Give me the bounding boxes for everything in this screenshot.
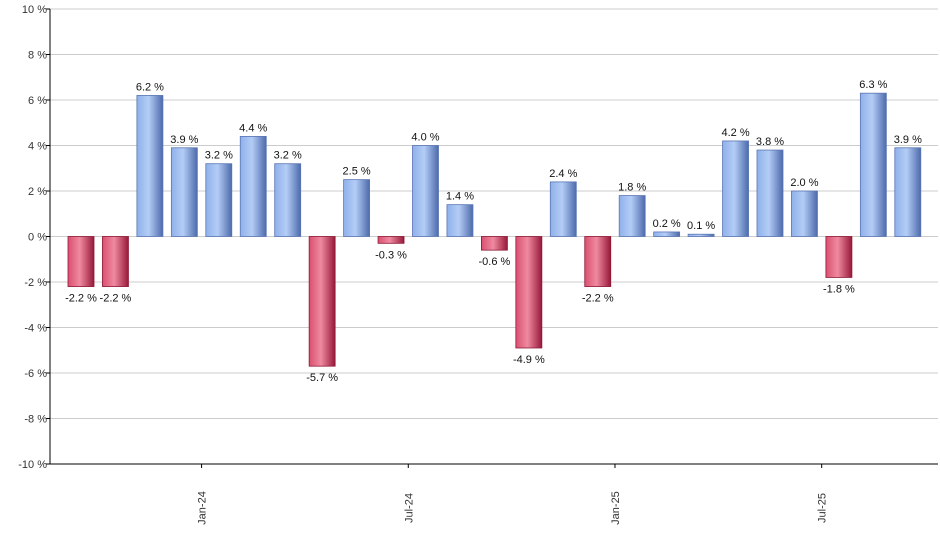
bar <box>653 231 681 237</box>
x-tick-label: Jul-25 <box>817 493 829 523</box>
x-tick-label: Jan-25 <box>610 491 622 525</box>
data-label: 1.8 % <box>618 182 646 194</box>
data-label: 0.1 % <box>687 220 715 232</box>
bar <box>515 236 543 349</box>
bars <box>67 92 922 367</box>
data-label: 3.9 % <box>894 134 922 146</box>
bar <box>274 163 302 237</box>
data-label: 2.5 % <box>343 166 371 178</box>
data-label: 6.3 % <box>859 79 887 91</box>
y-tick-label: -2 % <box>24 277 47 289</box>
bar <box>205 163 233 237</box>
bar <box>239 135 267 237</box>
bar <box>136 95 164 237</box>
bar <box>377 236 405 244</box>
data-label: 4.2 % <box>721 127 749 139</box>
bar <box>67 236 95 287</box>
data-labels: -2.2 % -2.2 %6.2 %3.9 %3.2 %4.4 %3.2 %-5.… <box>65 79 922 384</box>
bar <box>618 195 646 237</box>
bar <box>791 190 818 237</box>
data-label: 3.2 % <box>205 150 233 162</box>
bar <box>722 140 749 237</box>
y-tick-label: -8 % <box>24 414 47 426</box>
x-tick-label: Jan-24 <box>197 491 209 525</box>
data-label: -4.9 % <box>513 354 545 366</box>
y-tick-label: 10 % <box>22 4 47 16</box>
y-tick-label: 2 % <box>28 186 47 198</box>
bar <box>343 179 371 237</box>
bar <box>859 92 887 237</box>
data-label: 4.0 % <box>411 132 439 144</box>
data-label: -0.6 % <box>479 256 511 268</box>
bar <box>687 233 715 237</box>
axes: 10 % 8 % 6 % 4 % 2 % 0 % -2 % -4 % -6 % -8 % -10 %… <box>18 4 938 525</box>
x-tick-label: Jul-24 <box>403 493 415 523</box>
data-label: -2.2 % <box>100 293 132 305</box>
bar <box>756 149 784 237</box>
y-tick-label: 8 % <box>28 50 47 62</box>
bar <box>102 236 129 287</box>
data-label: 2.4 % <box>549 168 577 180</box>
bar <box>412 145 439 237</box>
bar <box>308 236 336 367</box>
data-label: -2.2 % <box>582 293 614 305</box>
bar <box>584 236 612 287</box>
data-label: 6.2 % <box>136 81 164 93</box>
data-label: -5.7 % <box>306 372 338 384</box>
data-label: 1.4 % <box>446 191 474 203</box>
bar <box>480 236 508 251</box>
bar <box>446 204 474 237</box>
bar <box>825 236 853 278</box>
data-label: 4.4 % <box>239 122 267 134</box>
y-tick-label: 0 % <box>28 232 47 244</box>
data-label: 0.2 % <box>653 218 681 230</box>
data-label: -2.2 % <box>65 293 97 305</box>
data-label: -0.3 % <box>375 249 407 261</box>
data-label: 3.9 % <box>170 134 198 146</box>
bar <box>894 147 922 237</box>
y-tick-label: 6 % <box>28 95 47 107</box>
data-label: 2.0 % <box>790 177 818 189</box>
y-tick-label: -6 % <box>24 368 47 380</box>
y-tick-label: -10 % <box>18 459 47 471</box>
data-label: 3.2 % <box>274 150 302 162</box>
y-tick-label: 4 % <box>28 141 47 153</box>
bar <box>549 181 577 237</box>
data-label: -1.8 % <box>823 283 855 295</box>
bar <box>170 147 198 237</box>
data-label: 3.8 % <box>756 136 784 148</box>
y-tick-label: -4 % <box>24 323 47 335</box>
